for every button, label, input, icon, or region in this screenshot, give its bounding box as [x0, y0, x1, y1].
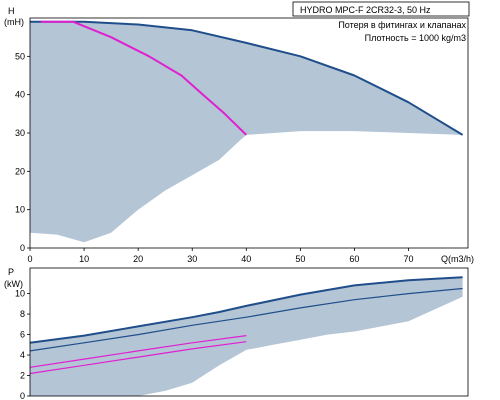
fittings-note: Потеря в фитингах и клапанах — [338, 20, 466, 30]
head-chart: 0 10 20 30 40 50 0 10 20 30 40 50 60 70 H (mH) Q(m3/h… — [4, 6, 474, 264]
head-ytick-label: 20 — [15, 166, 25, 176]
power-axes: 0 2 4 6 8 10 — [15, 267, 469, 400]
head-axes: 0 10 20 30 40 50 0 10 20 30 40 50 60 70 — [15, 17, 469, 264]
head-range-area — [30, 21, 463, 243]
head-curve-magenta — [40, 20, 247, 136]
info-box: HYDRO MPC-F 2CR32-3, 50 Hz Потеря в фити… — [292, 1, 470, 43]
head-xtick-label: 70 — [404, 254, 414, 264]
head-ytick-label: 10 — [15, 205, 25, 215]
power-curves — [29, 276, 463, 375]
head-axis-unit: (mH) — [4, 17, 24, 27]
power-axis-symbol: P — [8, 267, 14, 277]
power-ytick-label: 2 — [20, 371, 25, 381]
power-axis-unit: (kW) — [4, 279, 23, 289]
head-xtick-label: 0 — [27, 254, 32, 264]
chart-title: HYDRO MPC-F 2CR32-3, 50 Hz — [300, 5, 431, 15]
head-xtick-label: 50 — [295, 254, 305, 264]
head-ytick-label: 0 — [20, 243, 25, 253]
head-ytick-label: 30 — [15, 128, 25, 138]
power-ytick-label: 8 — [20, 309, 25, 319]
title-box — [292, 1, 470, 17]
head-xtick-label: 30 — [187, 254, 197, 264]
head-ytick-label: 50 — [15, 51, 25, 61]
power-ytick-label: 6 — [20, 330, 25, 340]
power-range-area — [30, 277, 463, 396]
head-xtick-label: 10 — [79, 254, 89, 264]
power-plot-frame — [29, 267, 469, 397]
head-ytick-label: 40 — [15, 90, 25, 100]
power-curve-magenta_lower — [29, 341, 247, 375]
power-ytick-label: 10 — [15, 289, 25, 299]
power-curve-max — [29, 276, 463, 344]
power-chart: 0 2 4 6 8 10 P (kW) — [4, 267, 469, 400]
flow-axis-label: Q(m3/h) — [441, 254, 474, 264]
power-ytick-label: 0 — [20, 391, 25, 400]
head-axis-symbol: H — [8, 6, 15, 16]
head-curves — [30, 20, 464, 136]
power-operating-range — [30, 277, 463, 396]
head-xtick-label: 40 — [241, 254, 251, 264]
power-ytick-label: 4 — [20, 350, 25, 360]
head-xtick-label: 60 — [349, 254, 359, 264]
power-curve-mid — [29, 287, 463, 352]
head-xtick-label: 20 — [133, 254, 143, 264]
density-note: Плотность = 1000 kg/m3 — [365, 33, 466, 43]
head-operating-range — [30, 21, 463, 243]
head-curve-max — [30, 20, 464, 136]
power-curve-magenta_upper — [29, 335, 247, 368]
